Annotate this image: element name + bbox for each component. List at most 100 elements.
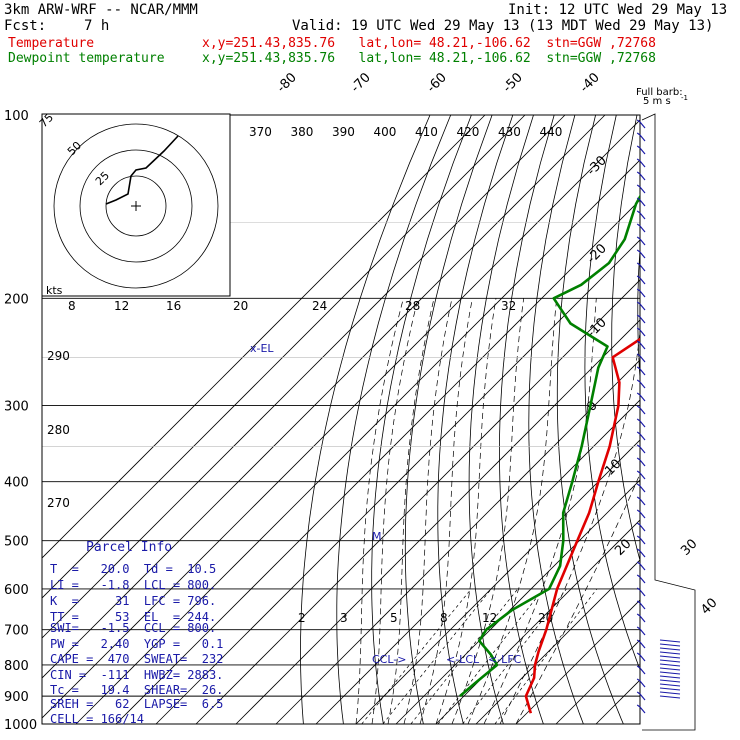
wind-barb <box>636 509 641 513</box>
wind-barb <box>636 405 641 409</box>
temperature-tick-label: -60 <box>424 70 450 96</box>
wind-barb <box>659 663 681 667</box>
wind-barb <box>639 368 646 376</box>
wind-barb <box>659 683 681 687</box>
theta-label: 410 <box>415 125 438 139</box>
wind-barb <box>636 457 641 461</box>
wind-barb <box>636 535 641 539</box>
wind-barb <box>636 275 641 279</box>
level-marker: <-LFC <box>488 653 522 666</box>
wind-barb <box>636 704 641 708</box>
hodograph-trace <box>105 135 179 205</box>
isotherm-line <box>315 399 640 725</box>
barb-superscript: -1 <box>681 94 688 102</box>
wind-barb <box>639 576 646 584</box>
wind-barb <box>636 132 641 136</box>
pressure-label: 600 <box>4 583 29 598</box>
dry-adiabat <box>637 243 640 384</box>
temperature-tick-label: -20 <box>584 241 610 267</box>
theta-label: 400 <box>374 125 397 139</box>
wind-barb <box>636 236 641 240</box>
wind-barb <box>636 470 641 474</box>
theta-left-label: 270 <box>47 496 70 510</box>
wind-barb <box>639 186 646 194</box>
wind-barb <box>636 652 641 656</box>
pressure-label: 1000 <box>4 718 37 733</box>
theta-label: 420 <box>457 125 480 139</box>
dry-adiabat <box>663 115 740 724</box>
isotherm-line <box>42 114 566 639</box>
valid-time: Valid: 19 UTC Wed 29 May 13 (13 MDT Wed … <box>292 18 714 34</box>
theta-label: 370 <box>249 125 272 139</box>
hodograph-ring <box>105 175 167 237</box>
wind-barb <box>639 524 646 532</box>
wind-barb <box>639 472 646 480</box>
wind-barb <box>636 119 641 123</box>
temperature-line <box>524 337 640 714</box>
temperature-tick-label: -30 <box>584 153 610 179</box>
legend-dewpoint-info: x,y=251.43,835.76 lat,lon= 48.21,-106.62… <box>202 51 656 66</box>
wind-barb <box>636 639 641 643</box>
isotherm-line <box>42 114 486 559</box>
theta-left-label: 290 <box>47 349 70 363</box>
dry-adiabat <box>688 115 740 724</box>
wind-barb <box>636 691 641 695</box>
isotherm-line <box>235 319 640 725</box>
wind-barb <box>636 418 641 422</box>
wind-barb <box>636 262 641 266</box>
speed-scale-label: 28 <box>405 299 420 313</box>
wind-barb <box>639 160 646 168</box>
dry-adiabat <box>371 114 472 725</box>
wind-barb <box>639 329 646 337</box>
hodograph-ring <box>79 149 193 263</box>
wind-barb <box>639 316 646 324</box>
barb-column-outline <box>641 113 696 731</box>
moist-adiabat <box>499 328 640 725</box>
wind-barb <box>636 249 641 253</box>
parcel-info-title: Parcel Info <box>86 540 173 555</box>
sounding-series <box>459 194 640 714</box>
wind-barb <box>639 433 646 441</box>
isotherm-line <box>195 279 640 725</box>
isotherm-line <box>42 114 526 599</box>
isotherm-line <box>355 439 640 725</box>
parcel-row: CELL = 166/14 <box>50 712 144 726</box>
parcel-row: CIN = -111 HWBZ= 2883. <box>50 668 224 682</box>
wind-barb <box>659 639 681 643</box>
parcel-row: TT = 53 EL = 244. <box>50 610 217 624</box>
wind-barb <box>659 679 681 683</box>
theta-label: 430 <box>498 125 521 139</box>
wind-barb <box>639 212 646 220</box>
pressure-label: 200 <box>4 292 29 307</box>
dry-adiabat <box>300 114 431 725</box>
wind-barb <box>639 498 646 506</box>
wind-barb <box>639 134 646 142</box>
wind-barb <box>636 444 641 448</box>
pressure-label: 900 <box>4 690 29 705</box>
wind-barb-column <box>636 113 696 731</box>
isotherm-line <box>515 599 640 725</box>
wind-barb <box>639 628 646 636</box>
wind-barb <box>659 687 681 691</box>
wind-barb <box>636 288 641 292</box>
wind-barb <box>639 238 646 246</box>
mixing-ratio-line <box>361 588 472 725</box>
parcel-row: SREH = 62 LAPSE= 6.5 <box>50 697 224 711</box>
wind-barb <box>636 392 641 396</box>
parcel-row: SWI= -1.5 CCL = 800. <box>50 621 217 635</box>
temperature-tick-label: -70 <box>348 70 374 96</box>
wind-barb <box>636 197 641 201</box>
wind-barb <box>639 550 646 558</box>
wind-barb <box>639 303 646 311</box>
parcel-row: Tc = 19.4 SHEAR= 26. <box>50 683 224 697</box>
wind-barb <box>659 651 681 655</box>
dry-adiabat <box>468 114 534 725</box>
wind-barb <box>659 675 681 679</box>
dry-adiabat <box>735 115 740 724</box>
wind-barb <box>636 223 641 227</box>
wind-barb <box>639 147 646 155</box>
wind-barb <box>636 158 641 162</box>
init-time: Init: 12 UTC Wed 29 May 13 <box>508 2 728 18</box>
parcel-row: T = 20.0 Td = 10.5 <box>50 562 217 576</box>
wind-barb <box>636 522 641 526</box>
